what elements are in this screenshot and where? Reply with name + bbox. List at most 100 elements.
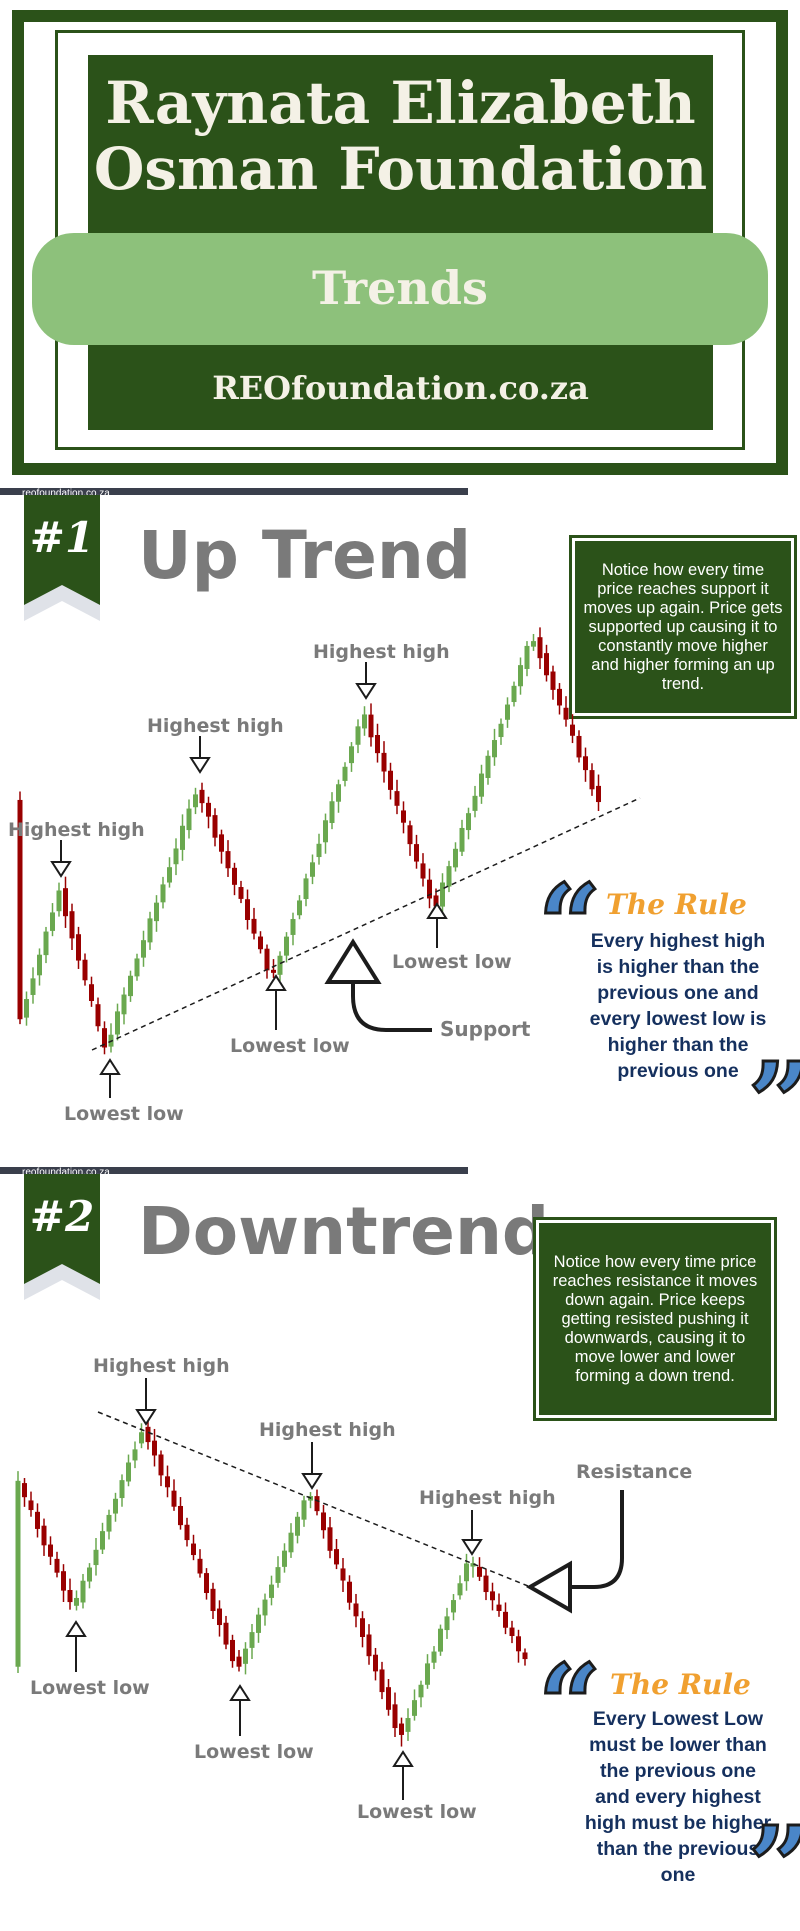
candle-body xyxy=(154,902,159,922)
candle-body xyxy=(115,1011,120,1035)
candle-body xyxy=(531,641,536,647)
candle-body xyxy=(392,1704,398,1729)
candle-body xyxy=(373,1654,378,1672)
up-label-ll1: Lowest low xyxy=(64,1103,184,1125)
candle-body xyxy=(128,975,133,997)
candle-body xyxy=(82,959,88,981)
resistance-arrow xyxy=(525,1490,624,1614)
candle-body xyxy=(316,843,322,858)
candle-body xyxy=(485,755,491,778)
candle-body xyxy=(366,1634,372,1657)
candle-body xyxy=(245,899,250,920)
candle-body xyxy=(464,1563,469,1582)
down-label-hh2: Highest high xyxy=(259,1419,396,1441)
candle-body xyxy=(576,735,582,758)
candle-body xyxy=(243,1648,248,1664)
candle-body xyxy=(171,1490,177,1507)
candle-body xyxy=(204,1573,209,1594)
candle-body xyxy=(362,714,367,729)
candle-body xyxy=(483,1575,489,1593)
candle-body xyxy=(563,707,569,720)
candle-body xyxy=(557,688,562,706)
down-arrow-ll3 xyxy=(392,1750,414,1800)
candle-body xyxy=(282,1550,287,1567)
candle-body xyxy=(355,726,361,745)
candle-body xyxy=(264,948,270,971)
candle-body xyxy=(28,1500,34,1511)
section1-rule-text: Every highest high is higher than the pr… xyxy=(589,930,767,1082)
candle-body xyxy=(394,791,400,806)
section2-number: #2 xyxy=(29,1192,95,1241)
candle-body xyxy=(132,1449,138,1461)
down-arrow-hh2 xyxy=(301,1442,323,1490)
section1-note: Notice how every time price reaches supp… xyxy=(569,535,797,719)
candle-body xyxy=(95,1004,101,1027)
section2-rule-title: The Rule xyxy=(610,1668,751,1701)
candle-body xyxy=(544,653,549,676)
up-label-ll2: Lowest low xyxy=(230,1035,350,1057)
up-label-support: Support xyxy=(440,1017,531,1041)
candle-body xyxy=(550,671,556,690)
trends-band xyxy=(32,233,768,345)
candle-body xyxy=(412,1700,417,1716)
candle-body xyxy=(334,1549,339,1565)
candle-body xyxy=(147,918,153,943)
candle-body xyxy=(158,1454,164,1476)
candle-body xyxy=(353,1603,359,1617)
candle-body xyxy=(74,1597,79,1606)
candle-body xyxy=(41,1525,47,1546)
down-label-resistance: Resistance xyxy=(576,1461,692,1483)
candle-body xyxy=(470,1563,476,1567)
candle-body xyxy=(197,1558,203,1574)
down-label-hh1: Highest high xyxy=(93,1355,230,1377)
candle-body xyxy=(303,878,309,900)
candle-body xyxy=(340,1568,346,1581)
candle-body xyxy=(186,808,192,831)
up-arrow-ll1 xyxy=(99,1058,121,1098)
up-arrow-ll2 xyxy=(265,974,287,1030)
up-label-ll3: Lowest low xyxy=(392,951,512,973)
candle-body xyxy=(347,1581,352,1603)
candle-body xyxy=(275,1567,281,1583)
section2-note: Notice how every time price reaches resi… xyxy=(533,1217,777,1421)
candle-body xyxy=(503,1611,508,1628)
candle-body xyxy=(451,1600,456,1613)
section2-rule-text: Every Lowest Low must be lower than the … xyxy=(584,1708,772,1886)
candle-body xyxy=(466,813,471,831)
candle-body xyxy=(219,834,224,852)
candle-body xyxy=(37,954,42,976)
down-arrow-ll2 xyxy=(229,1684,251,1736)
candle-body xyxy=(323,820,328,843)
candle-body xyxy=(583,756,588,771)
candle-body xyxy=(368,714,374,738)
candle-body xyxy=(405,1718,411,1732)
section2-top-bar xyxy=(0,1167,468,1174)
candle-body xyxy=(277,955,283,975)
candle-body xyxy=(596,785,601,803)
candle-body xyxy=(479,773,484,797)
down-arrow-hh1 xyxy=(135,1378,157,1426)
down-label-ll1: Lowest low xyxy=(30,1677,150,1699)
candle-body xyxy=(589,770,595,790)
candle-body xyxy=(518,665,523,687)
candle-body xyxy=(288,1532,294,1553)
candle-body xyxy=(388,770,393,790)
down-label-hh3: Highest high xyxy=(419,1487,556,1509)
candle-body xyxy=(509,1627,515,1637)
candle-body xyxy=(121,994,127,1015)
up-arrow-ll3 xyxy=(426,902,448,948)
candle-body xyxy=(427,879,432,899)
candle-body xyxy=(126,1462,131,1482)
candle-body xyxy=(570,724,575,736)
candle-body xyxy=(69,911,75,939)
candle-body xyxy=(321,1512,326,1531)
down-label-ll3: Lowest low xyxy=(357,1801,477,1820)
candle-body xyxy=(89,984,94,1001)
downtrend-candles xyxy=(15,1420,528,1747)
candle-body xyxy=(336,784,341,802)
candle-body xyxy=(457,1583,463,1596)
candle-body xyxy=(54,1558,60,1573)
candle-body xyxy=(537,637,543,659)
uptrend-candles xyxy=(17,627,601,1055)
candle-body xyxy=(93,1549,99,1566)
